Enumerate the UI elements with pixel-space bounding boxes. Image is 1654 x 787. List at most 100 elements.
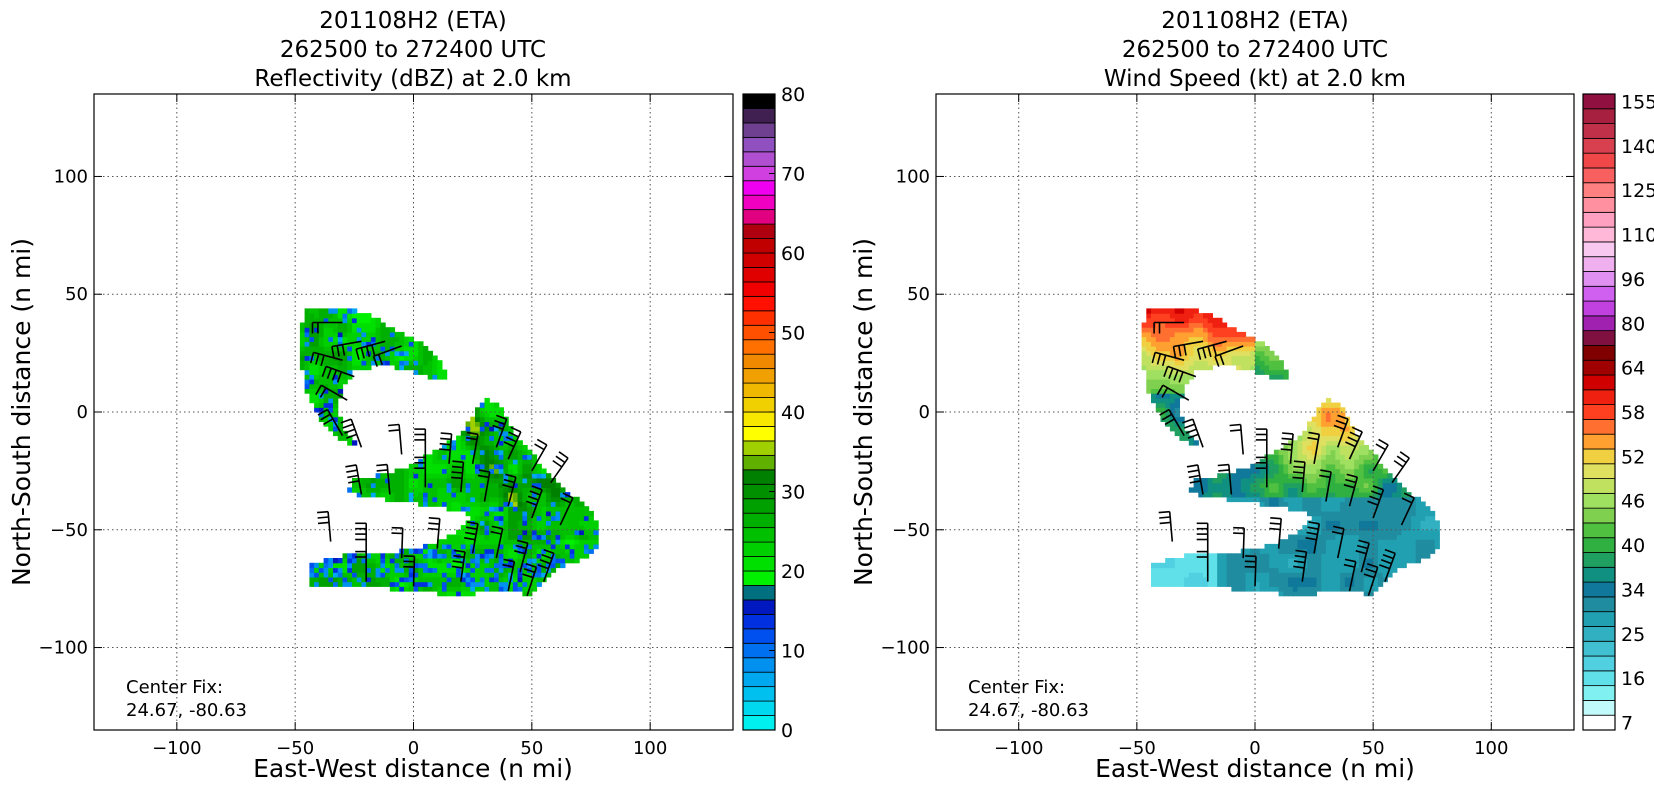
field-cell — [1330, 539, 1336, 545]
field-cell — [1259, 581, 1265, 587]
field-cell — [1396, 520, 1403, 526]
field-cell — [380, 478, 386, 484]
field-cell — [318, 567, 325, 573]
field-cell — [1292, 506, 1299, 512]
field-cell — [328, 572, 334, 578]
field-cell — [1316, 487, 1322, 493]
field-cell — [399, 468, 405, 474]
wind-barb-flag — [1355, 550, 1367, 555]
field-cell — [1373, 576, 1379, 583]
field-cell — [1207, 313, 1213, 319]
field-cell — [1146, 327, 1152, 333]
field-cell — [342, 364, 348, 371]
field-cell — [498, 473, 504, 479]
field-cell — [1330, 416, 1336, 422]
field-cell — [470, 529, 476, 536]
field-cell — [385, 350, 391, 357]
field-cell — [1226, 558, 1232, 564]
field-cell — [1198, 355, 1204, 361]
wind-barb-flag — [1367, 500, 1379, 506]
field-cell — [1226, 492, 1232, 498]
field-cell — [574, 515, 580, 521]
field-cell — [470, 539, 476, 545]
field-cell — [1255, 463, 1261, 470]
colorbar-swatch — [742, 599, 776, 615]
field-cell — [1184, 558, 1190, 564]
field-cell — [1240, 346, 1247, 352]
field-cell — [352, 355, 358, 361]
field-cell — [423, 562, 429, 569]
field-cell — [380, 322, 386, 328]
field-cell — [413, 369, 419, 375]
field-cell — [527, 576, 533, 583]
field-cell — [1321, 496, 1327, 503]
field-cell — [546, 515, 552, 521]
field-cell — [508, 529, 514, 536]
field-cell — [1396, 525, 1403, 531]
field-cell — [1217, 473, 1223, 479]
field-cell — [437, 543, 443, 550]
field-cell — [1198, 317, 1204, 324]
field-cell — [328, 322, 334, 328]
field-cell — [583, 506, 590, 512]
field-cell — [304, 308, 310, 314]
field-cell — [380, 341, 386, 347]
wind-barb — [503, 426, 522, 460]
field-cell — [1226, 496, 1232, 503]
field-cell — [1382, 525, 1388, 531]
field-cell — [1288, 463, 1294, 470]
field-cell — [531, 581, 538, 587]
field-cell — [1359, 506, 1365, 512]
field-cell — [304, 336, 310, 342]
field-cell — [475, 510, 481, 517]
wind-barb-staff — [1391, 457, 1410, 484]
field-cell — [531, 529, 538, 536]
field-cell — [1231, 576, 1237, 583]
field-cell — [517, 572, 523, 578]
field-cell — [484, 402, 490, 408]
colorbar-swatch — [742, 238, 776, 254]
field-cell — [550, 501, 557, 507]
field-cell — [1377, 543, 1384, 550]
field-cell — [437, 581, 443, 587]
field-cell — [1363, 515, 1369, 521]
field-cell — [1401, 520, 1407, 526]
field-cell — [517, 506, 523, 512]
field-cell — [1212, 317, 1218, 324]
field-cell — [498, 562, 504, 569]
field-cell — [375, 350, 381, 357]
field-cell — [593, 539, 599, 545]
field-cell — [1335, 572, 1341, 578]
field-cell — [1325, 397, 1332, 404]
field-cell — [375, 487, 381, 493]
field-cell — [1297, 534, 1303, 540]
field-cell — [550, 515, 557, 521]
field-cell — [1434, 543, 1440, 550]
field-cell — [1188, 327, 1195, 333]
field-cell — [465, 543, 471, 550]
field-cell — [475, 501, 481, 507]
field-cell — [1359, 496, 1365, 503]
field-cell — [427, 355, 433, 361]
field-cell — [1283, 553, 1289, 559]
field-cell — [470, 416, 476, 422]
wind-barb-flag — [1306, 531, 1318, 536]
field-cell — [560, 525, 566, 531]
field-cell — [333, 581, 339, 587]
field-cell — [517, 529, 523, 536]
field-cell — [1169, 383, 1176, 389]
wind-barb-flag — [1186, 464, 1198, 468]
field-cell — [1283, 369, 1289, 375]
field-cell — [385, 567, 391, 573]
field-cell — [1174, 327, 1180, 333]
wind-barb-flag — [465, 436, 478, 441]
field-cell — [385, 341, 391, 347]
field-cell — [337, 379, 344, 385]
field-cell — [1325, 449, 1332, 455]
colorbar-swatch — [742, 556, 776, 572]
field-cell — [508, 562, 514, 569]
wind-barb-flag — [1218, 469, 1230, 472]
field-cell — [475, 482, 481, 488]
field-cell — [1316, 576, 1322, 583]
colorbar-swatch — [1582, 404, 1616, 420]
